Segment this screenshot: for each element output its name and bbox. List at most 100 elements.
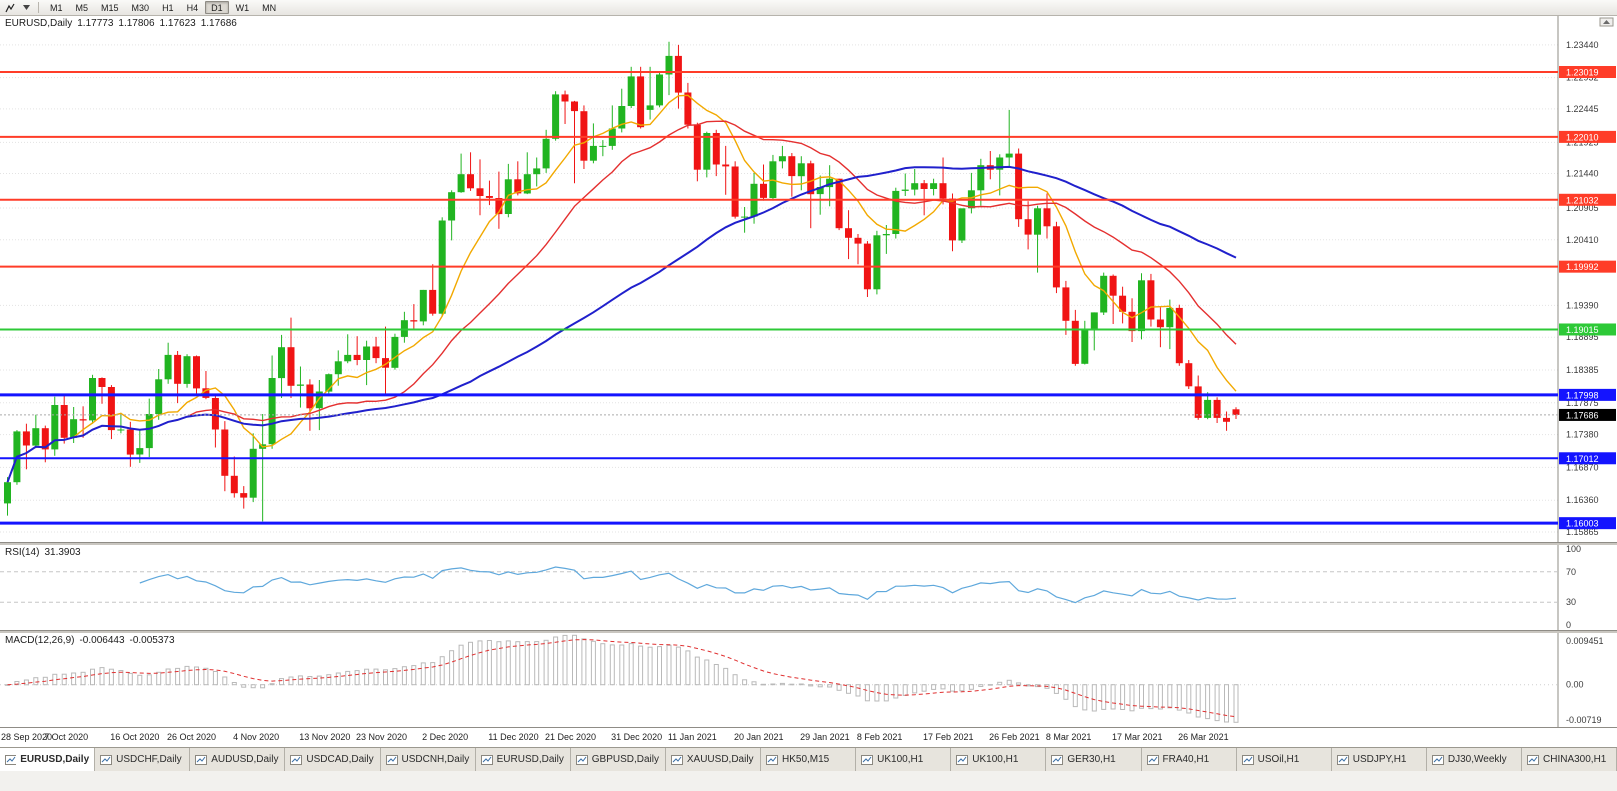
chart-tab-china300-h1[interactable]: CHINA300,H1 (1522, 748, 1617, 771)
macd-histogram-bar (411, 665, 417, 686)
rsi-chart[interactable]: 100 70 30 0 (0, 545, 1617, 630)
candle-body (1024, 219, 1032, 235)
candle-body (949, 198, 956, 241)
macd-histogram-bar (619, 644, 625, 686)
macd-histogram-bar (590, 640, 596, 686)
candle-body (230, 475, 238, 494)
macd-header: MACD(12,26,9) -0.006443 -0.005373 (5, 635, 180, 646)
candle-body (599, 145, 607, 147)
candle-body (1128, 311, 1136, 332)
candle-body (60, 405, 68, 438)
macd-histogram-bar (165, 668, 171, 686)
time-axis[interactable]: 28 Sep 2020 7 Oct 2020 16 Oct 2020 26 Oct 2… (0, 727, 1617, 747)
chart-tab-usdjpy-h1[interactable]: USDJPY,H1 (1331, 748, 1427, 771)
price-axis-label: 1.18895 (1566, 332, 1599, 342)
chart-tab-usoil-h1[interactable]: USOil,H1 (1236, 748, 1332, 771)
macd-chart[interactable]: 0.009451 0.00 -0.00719 (0, 633, 1617, 727)
macd-histogram-bar (600, 643, 606, 686)
date-label: 7 Oct 2020 (44, 732, 89, 742)
panel-divider[interactable] (0, 630, 1617, 633)
ma-mid-line (6, 120, 1237, 483)
candle-body (703, 133, 711, 170)
candle-body (552, 94, 560, 139)
chart-tab-eurusd-daily[interactable]: EURUSD,Daily (0, 748, 96, 771)
date-label: 21 Dec 2020 (545, 732, 597, 742)
chart-tab-gbpusd-daily[interactable]: GBPUSD,Daily (570, 748, 666, 771)
candle-body (164, 354, 172, 380)
macd-histogram-bar (430, 662, 436, 686)
price-axis-label: 1.19390 (1566, 300, 1599, 310)
macd-histogram-bar (1205, 684, 1211, 720)
macd-histogram-bar (316, 675, 322, 686)
timeframe-buttons: M1 M5 M15 M30 H1 H4 D1 W1 MN (44, 1, 282, 14)
ma-fast-line (6, 94, 1237, 483)
tab-label: DJ30,Weekly (1447, 754, 1507, 765)
price-axis-label: 1.16870 (1566, 462, 1599, 472)
candle-body (1043, 208, 1051, 227)
timeframe-button-w1[interactable]: W1 (235, 3, 250, 13)
macd-histogram-bar (458, 644, 464, 686)
timeframe-button-h4[interactable]: H4 (186, 3, 199, 13)
macd-histogram-bar (855, 684, 861, 697)
price-level-badge-label: 1.19015 (1566, 325, 1599, 335)
macd-histogram-bar (524, 641, 530, 686)
chart-tab-audusd-daily[interactable]: AUDUSD,Daily (190, 748, 286, 771)
macd-histogram-bar (1139, 684, 1144, 709)
date-label: 26 Mar 2021 (1178, 732, 1229, 742)
price-chart[interactable]: 1.234401.229321.224451.219251.214401.209… (0, 16, 1617, 542)
chart-tab-usdcad-daily[interactable]: USDCAD,Daily (285, 748, 381, 771)
rsi-axis-label: 70 (1566, 567, 1576, 577)
candle-body (391, 336, 399, 368)
current-price-badge-label: 1.17686 (1566, 410, 1599, 420)
macd-histogram-bar (1091, 684, 1097, 712)
chart-tab-usdcnh-daily[interactable]: USDCNH,Daily (380, 748, 476, 771)
date-label: 17 Mar 2021 (1112, 732, 1163, 742)
candle-body (183, 356, 191, 384)
timeframe-button-mn[interactable]: MN (262, 3, 277, 13)
timeframe-button-m15[interactable]: M15 (101, 3, 119, 13)
candle-body (618, 106, 626, 129)
panel-divider[interactable] (0, 542, 1617, 545)
chart-tab-eurusd-daily[interactable]: EURUSD,Daily (475, 748, 571, 771)
chart-tab-hk50-m15[interactable]: HK50,M15 (761, 748, 857, 771)
rsi-label: RSI(14) (5, 547, 40, 558)
tab-chart-icon (766, 754, 778, 765)
candle-body (98, 378, 106, 387)
macd-histogram-bar (1006, 679, 1012, 686)
chart-tab-dj30-weekly[interactable]: DJ30,Weekly (1426, 748, 1522, 771)
macd-histogram-bar (99, 667, 105, 686)
chart-type-icon[interactable] (3, 2, 17, 14)
price-axis-label: 1.23440 (1566, 40, 1599, 50)
high-value: 1.17806 (118, 18, 155, 29)
macd-signal-value: -0.005373 (129, 635, 175, 646)
rsi-axis-label: 0 (1566, 620, 1571, 630)
candle-body (637, 76, 645, 128)
candle-body (845, 228, 852, 238)
rsi-value: 31.3903 (44, 547, 81, 558)
timeframe-button-m30[interactable]: M30 (131, 3, 150, 13)
up-arrow-icon (1603, 20, 1610, 24)
candle-body (797, 163, 805, 177)
macd-histogram-bar (175, 667, 181, 686)
chart-tab-uk100-h1[interactable]: UK100,H1 (856, 748, 952, 771)
chart-tab-fra40-h1[interactable]: FRA40,H1 (1141, 748, 1237, 771)
chart-tab-xauusd-daily[interactable]: XAUUSD,Daily (665, 748, 761, 771)
candle-body (571, 101, 578, 112)
candle-body (656, 74, 663, 106)
candle-body (363, 346, 371, 360)
bottom-filler (0, 771, 1617, 791)
chart-dropdown-icon[interactable] (19, 2, 33, 14)
macd-histogram-bar (354, 670, 360, 686)
candle-body (741, 216, 749, 218)
macd-histogram-bar (307, 676, 313, 686)
timeframe-button-h1[interactable]: H1 (162, 3, 174, 13)
macd-histogram-bar (486, 640, 492, 686)
timeframe-button-d1[interactable]: D1 (205, 1, 229, 14)
candle-body (1052, 226, 1060, 288)
chart-tab-uk100-h1[interactable]: UK100,H1 (951, 748, 1047, 771)
timeframe-button-m1[interactable]: M1 (50, 3, 63, 13)
chart-tab-ger30-h1[interactable]: GER30,H1 (1046, 748, 1142, 771)
timeframe-button-m5[interactable]: M5 (75, 3, 89, 13)
date-label: 23 Nov 2020 (356, 732, 408, 742)
chart-tab-usdchf-daily[interactable]: USDCHF,Daily (95, 748, 191, 771)
